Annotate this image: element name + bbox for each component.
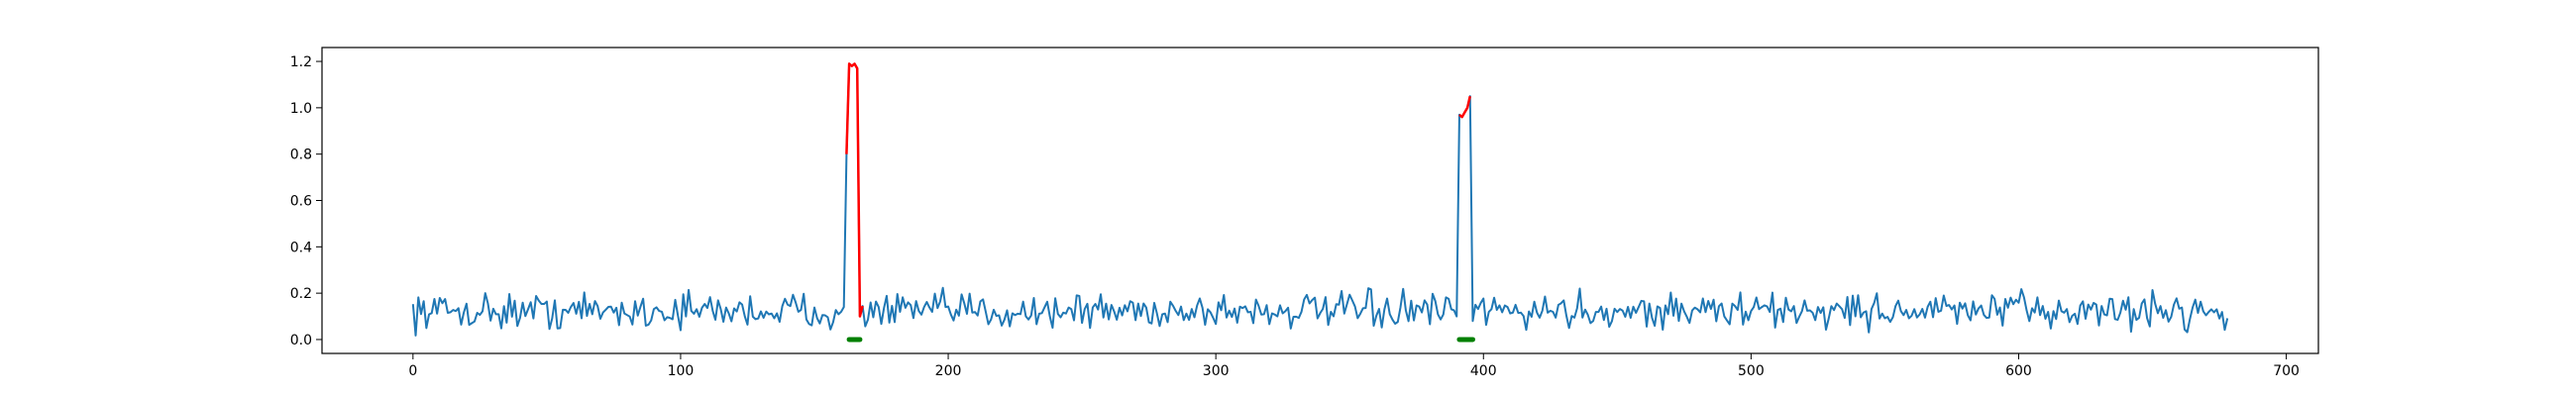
anomaly-segment-2: [1458, 95, 1471, 119]
y-tick-label: 1.0: [290, 101, 312, 117]
y-tick-label: 0.4: [290, 240, 312, 255]
y-tick-label: 0.8: [290, 148, 312, 163]
y-tick-label: 0.2: [290, 286, 312, 302]
x-tick-label: 700: [2273, 363, 2300, 379]
y-axis: 0.0 0.2 0.4 0.6 0.8 1.0 1.2: [290, 54, 322, 348]
plot-area: [411, 62, 2229, 343]
x-tick-label: 400: [1470, 363, 1497, 379]
series-line: [411, 62, 2229, 337]
x-axis: 0 100 200 300 400 500 600 700: [408, 353, 2300, 379]
y-tick-label: 0.0: [290, 333, 312, 348]
x-tick-label: 100: [668, 363, 695, 379]
x-tick-label: 200: [935, 363, 962, 379]
x-tick-label: 600: [2005, 363, 2032, 379]
y-tick-label: 1.2: [290, 54, 312, 70]
x-tick-label: 300: [1203, 363, 1230, 379]
x-tick-label: 500: [1738, 363, 1765, 379]
x-tick-label: 0: [408, 363, 417, 379]
y-tick-label: 0.6: [290, 194, 312, 210]
anomaly-segment-1: [845, 62, 864, 318]
